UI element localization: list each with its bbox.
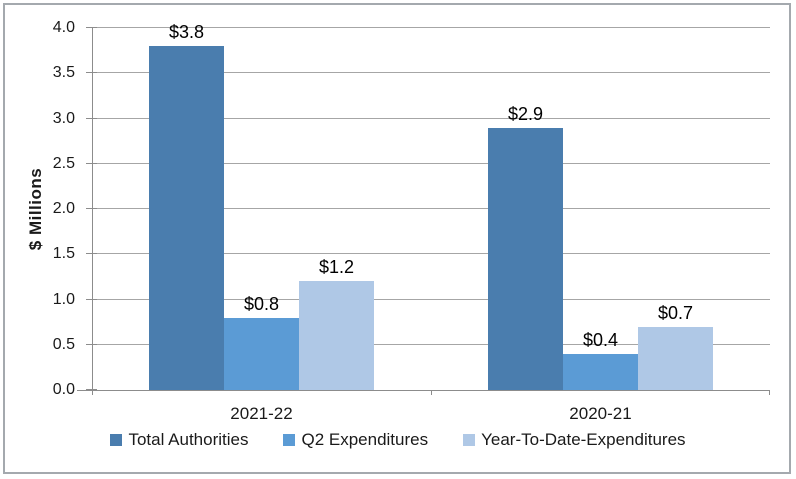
y-axis-tick <box>86 343 97 345</box>
y-axis-tick <box>86 162 97 164</box>
data-label: $1.2 <box>318 257 355 278</box>
x-axis-tick <box>769 390 770 395</box>
y-axis-tick <box>86 72 97 74</box>
y-axis-tick <box>86 27 97 28</box>
data-label: $0.4 <box>582 329 619 350</box>
y-axis-tick <box>86 298 97 300</box>
x-axis-tick <box>92 390 93 395</box>
legend-swatch <box>283 434 296 446</box>
legend-item: Total Authorities <box>110 430 248 450</box>
x-axis-tick <box>431 390 432 395</box>
legend-swatch <box>463 434 476 446</box>
legend-label: Q2 Expenditures <box>301 430 429 449</box>
gridline <box>92 117 770 119</box>
y-axis-tick <box>86 253 97 255</box>
y-tick-label: 2.5 <box>52 154 75 172</box>
y-tick-label: 3.5 <box>52 64 75 82</box>
gridline <box>92 343 770 345</box>
x-category-label: 2020-21 <box>569 404 632 423</box>
legend-item: Q2 Expenditures <box>283 430 428 450</box>
legend: Total Authorities Q2 Expenditures Year-To-… <box>0 429 796 451</box>
y-axis-line <box>92 28 93 390</box>
data-label: $0.7 <box>657 302 694 323</box>
bar-total-authorities-2020-21 <box>488 127 563 390</box>
y-tick-label: 0.5 <box>52 335 75 353</box>
gridline <box>92 162 770 164</box>
gridline <box>92 27 770 28</box>
plot-area: 0.0 0.5 1.0 1.5 2.0 2.5 3.0 3.5 4.0 $3.8 $0.8 $1.2 2… <box>53 19 770 423</box>
y-tick-label: 0.0 <box>52 381 75 398</box>
y-axis-tick <box>86 389 97 390</box>
data-label: $3.8 <box>168 22 205 43</box>
y-tick-label: 1.5 <box>52 245 75 263</box>
gridline <box>92 253 770 255</box>
x-axis-line <box>77 390 770 391</box>
gridline <box>92 72 770 74</box>
bar-q2-expenditures-2021-22 <box>224 317 299 390</box>
y-axis-title: $ Millions <box>26 167 45 251</box>
y-tick-label: 3.0 <box>52 109 75 127</box>
data-label: $2.9 <box>507 103 544 124</box>
y-axis-tick <box>86 208 97 209</box>
bar-year-to-date-expenditures-2021-22 <box>299 281 374 390</box>
bar-year-to-date-expenditures-2020-21 <box>638 326 713 390</box>
bar-q2-expenditures-2020-21 <box>563 353 638 390</box>
y-tick-label: 4.0 <box>52 19 75 36</box>
gridline <box>92 298 770 300</box>
y-axis-tick <box>86 117 97 119</box>
legend-swatch <box>110 434 123 446</box>
y-tick-label: 1.0 <box>52 290 75 308</box>
x-category-label: 2021-22 <box>230 404 293 423</box>
gridline <box>92 208 770 209</box>
bar-total-authorities-2021-22 <box>149 46 224 390</box>
legend-label: Year-To-Date-Expenditures <box>481 430 686 449</box>
legend-label: Total Authorities <box>128 430 249 449</box>
y-tick-label: 2.0 <box>52 200 75 217</box>
legend-item: Year-To-Date-Expenditures <box>463 430 686 450</box>
data-label: $0.8 <box>243 293 280 314</box>
